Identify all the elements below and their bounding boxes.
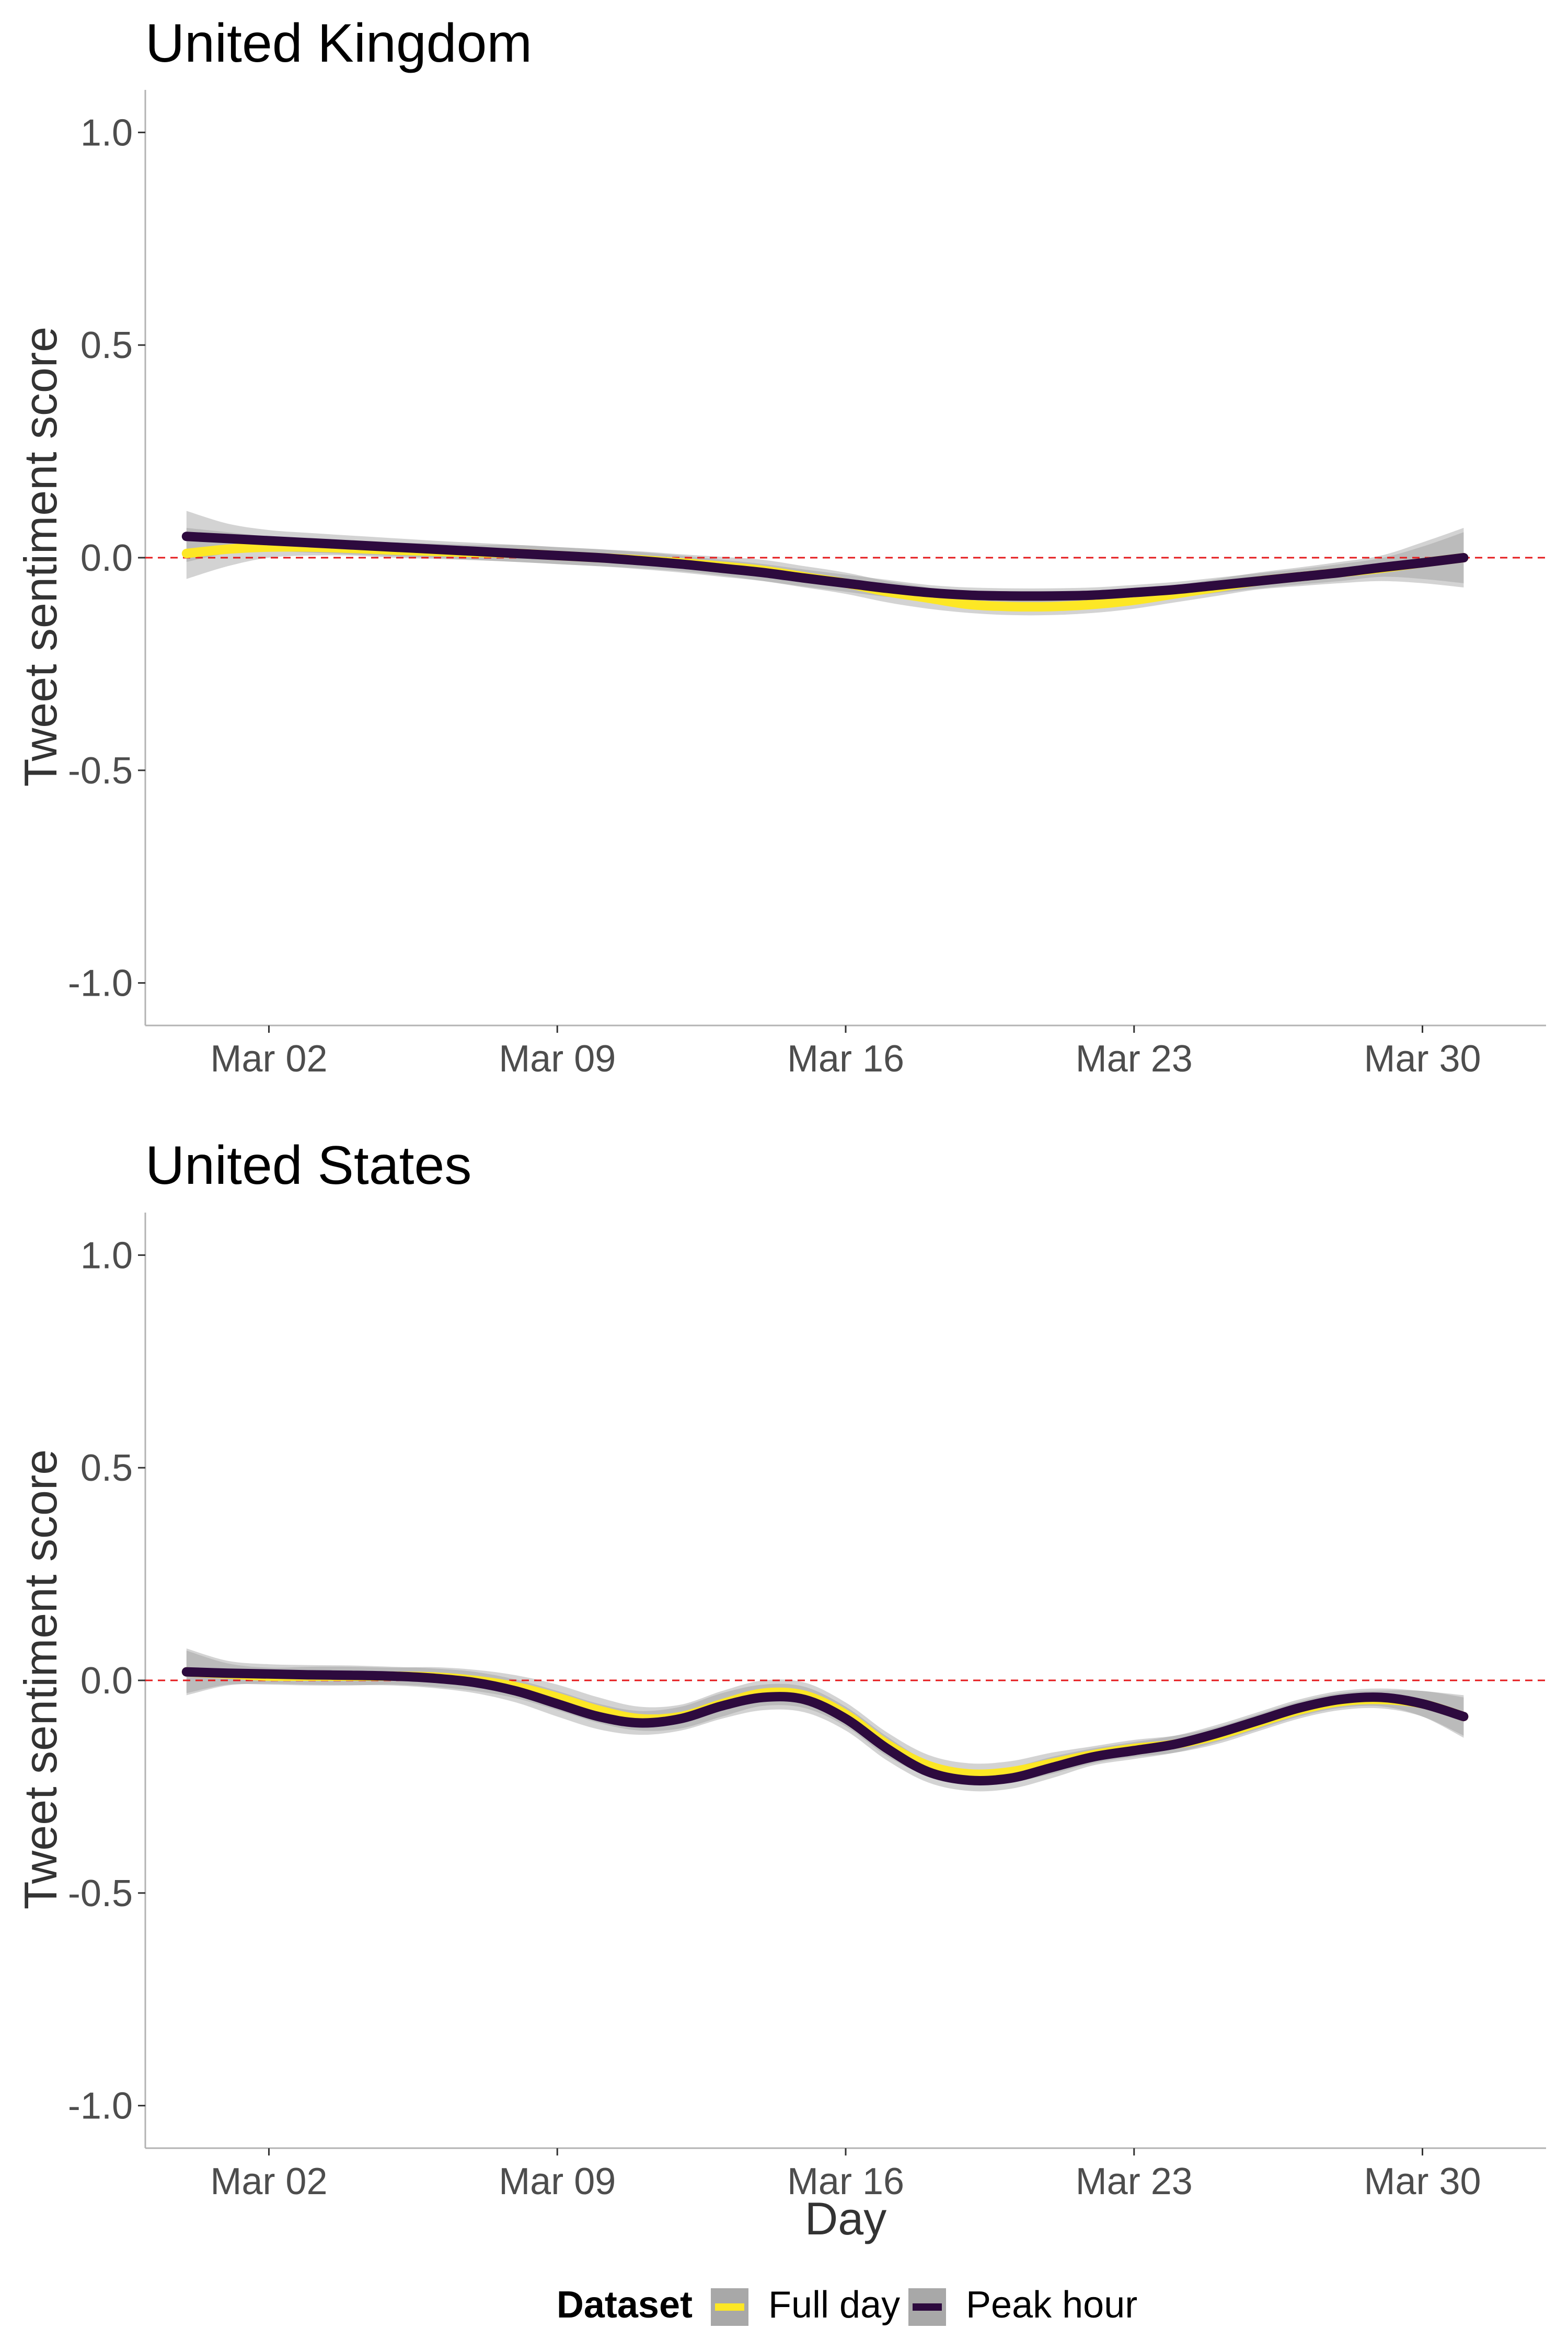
series-line-peak-hour — [181, 532, 1469, 601]
panel-title: United Kingdom — [145, 13, 532, 74]
x-tick-label: Mar 30 — [1364, 1038, 1481, 1080]
y-tick-label: 1.0 — [80, 112, 133, 154]
y-tick-label: 0.5 — [80, 1447, 133, 1489]
y-tick-label: -1.0 — [68, 2085, 133, 2127]
series-line-full-day — [181, 1667, 1469, 1779]
panel-title: United States — [145, 1135, 471, 1196]
y-tick-label: 0.0 — [80, 1660, 133, 1702]
y-axis-title: Tweet sentiment score — [15, 1449, 66, 1909]
x-tick-label: Mar 16 — [787, 1038, 904, 1080]
x-axis-title: Day — [805, 2193, 887, 2244]
x-tick-label: Mar 09 — [499, 1038, 616, 1080]
chart-panel-united-states: United States Tweet sentiment score 1.0 0… — [15, 1135, 1546, 2244]
plot-area: 1.0 0.5 0.0 -0.5 -1.0 Mar 02 Mar 09 Mar 16 Mar 2… — [68, 90, 1546, 1080]
x-tick-label: Mar 23 — [1076, 2161, 1193, 2203]
x-tick-label: Mar 02 — [210, 2161, 327, 2203]
legend-title: Dataset — [557, 2284, 693, 2326]
y-tick-label: 0.5 — [80, 325, 133, 366]
y-tick-label: 0.0 — [80, 537, 133, 579]
y-axis-title: Tweet sentiment score — [15, 327, 66, 787]
y-tick-label: 1.0 — [80, 1235, 133, 1276]
plot-area: 1.0 0.5 0.0 -0.5 -1.0 Mar 02 Mar 09 Mar 16 Mar 2… — [68, 1213, 1546, 2203]
legend: Dataset Full day Peak hour — [557, 2284, 1137, 2326]
x-tick-label: Mar 02 — [210, 1038, 327, 1080]
y-tick-label: -0.5 — [68, 750, 133, 792]
x-tick-label: Mar 16 — [787, 2161, 904, 2203]
y-tick-label: -0.5 — [68, 1873, 133, 1915]
legend-item-peak-hour: Peak hour — [908, 2284, 1137, 2326]
legend-label: Peak hour — [966, 2284, 1137, 2326]
legend-item-full-day: Full day — [711, 2284, 900, 2326]
y-tick-label: -1.0 — [68, 963, 133, 1005]
series-line-peak-hour — [181, 1667, 1469, 1785]
x-tick-label: Mar 09 — [499, 2161, 616, 2203]
x-tick-label: Mar 23 — [1076, 1038, 1193, 1080]
legend-label: Full day — [768, 2284, 900, 2326]
chart-panel-united-kingdom: United Kingdom Tweet sentiment score 1.0… — [15, 13, 1546, 1080]
x-tick-label: Mar 30 — [1364, 2161, 1481, 2203]
